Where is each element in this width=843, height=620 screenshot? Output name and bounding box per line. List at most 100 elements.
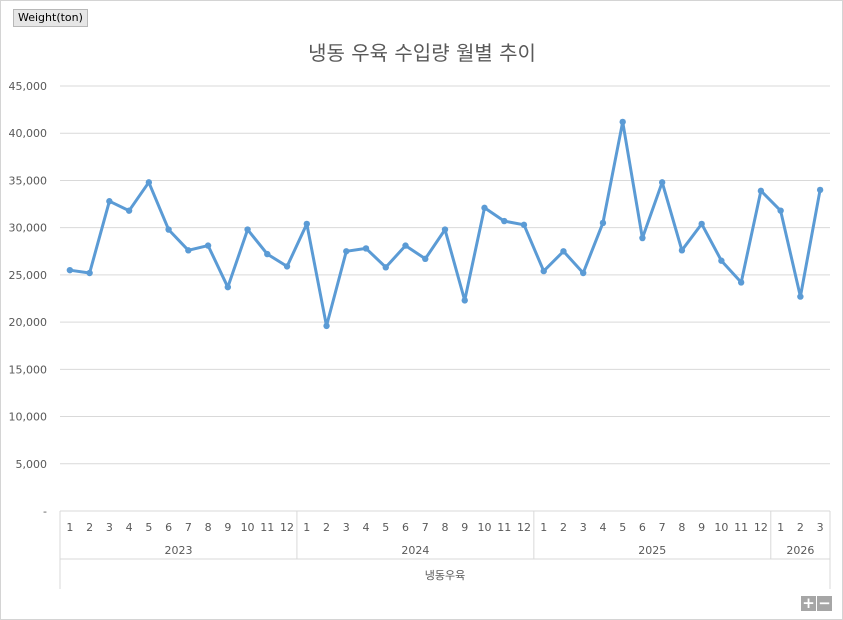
month-label: 9 <box>224 521 231 534</box>
month-label: 6 <box>639 521 646 534</box>
month-label: 11 <box>734 521 748 534</box>
y-tick-label: - <box>43 505 47 518</box>
data-point <box>580 269 587 277</box>
data-point <box>204 242 212 249</box>
month-label: 7 <box>659 521 666 534</box>
data-point <box>481 204 488 212</box>
month-label: 12 <box>517 521 531 534</box>
data-point <box>560 248 567 255</box>
collapse-minus-icon[interactable]: − <box>817 594 832 612</box>
month-label: 5 <box>145 521 152 534</box>
month-label: 2 <box>323 521 330 534</box>
data-point <box>698 220 705 228</box>
data-point <box>66 266 74 274</box>
y-tick-label: 15,000 <box>9 363 48 376</box>
data-point <box>165 226 172 233</box>
month-label: 6 <box>402 521 409 534</box>
data-point <box>718 257 725 264</box>
data-point <box>244 226 251 233</box>
y-tick-label: 5,000 <box>16 458 48 471</box>
data-point <box>185 247 192 254</box>
data-point <box>323 322 330 330</box>
month-label: 10 <box>714 521 728 534</box>
month-label: 12 <box>280 521 294 534</box>
data-point <box>757 187 765 195</box>
data-point <box>283 263 291 270</box>
data-point <box>362 245 370 252</box>
month-label: 11 <box>260 521 274 534</box>
y-tick-label: 30,000 <box>9 222 48 235</box>
series-line <box>68 120 822 328</box>
weight-field-button[interactable]: Weight(ton) <box>13 9 88 27</box>
data-point <box>678 247 686 254</box>
data-point <box>303 220 310 228</box>
year-label: 2023 <box>164 544 192 557</box>
month-label: 7 <box>185 521 192 534</box>
expand-plus-icon[interactable]: + <box>801 594 816 612</box>
month-label: 3 <box>343 521 350 534</box>
y-tick-label: 10,000 <box>9 411 48 424</box>
month-label: 1 <box>540 521 547 534</box>
data-point <box>422 255 429 263</box>
data-point <box>777 207 784 214</box>
year-label: 2024 <box>401 544 429 557</box>
data-point <box>402 242 409 249</box>
y-tick-label: 40,000 <box>9 127 48 140</box>
month-label: 6 <box>165 521 172 534</box>
data-point <box>461 297 468 304</box>
month-label: 5 <box>382 521 389 534</box>
data-point <box>619 118 626 126</box>
data-point <box>224 283 232 291</box>
data-point <box>441 226 449 233</box>
data-point <box>540 267 547 275</box>
data-point <box>264 250 271 258</box>
month-label: 4 <box>126 521 133 534</box>
data-point <box>145 179 153 186</box>
data-point <box>599 219 607 227</box>
data-point <box>658 179 666 186</box>
month-label: 8 <box>678 521 685 534</box>
month-label: 8 <box>205 521 212 534</box>
data-point <box>86 269 93 277</box>
month-label: 2 <box>560 521 567 534</box>
chart-title: 냉동 우육 수입량 월별 추이 <box>308 41 536 65</box>
month-label: 9 <box>461 521 468 534</box>
month-label: 1 <box>303 521 310 534</box>
month-label: 8 <box>442 521 449 534</box>
month-label: 4 <box>363 521 370 534</box>
month-label: 3 <box>106 521 113 534</box>
data-point <box>125 207 133 214</box>
month-label: 2 <box>86 521 93 534</box>
data-point <box>737 279 745 286</box>
data-point <box>639 234 646 242</box>
month-label: 10 <box>241 521 255 534</box>
month-label: 11 <box>497 521 511 534</box>
x-axis-group-label: 냉동우육 <box>425 569 465 582</box>
data-point <box>382 264 389 271</box>
month-label: 3 <box>817 521 824 534</box>
data-point <box>106 198 113 205</box>
year-label: 2025 <box>638 544 666 557</box>
y-tick-label: 45,000 <box>9 80 48 93</box>
data-point <box>520 221 528 229</box>
data-point <box>816 186 824 194</box>
year-label: 2026 <box>786 544 814 557</box>
month-label: 10 <box>477 521 491 534</box>
y-tick-label: 20,000 <box>9 316 48 329</box>
month-label: 9 <box>698 521 705 534</box>
data-point <box>501 217 508 225</box>
data-point <box>797 293 804 300</box>
month-label: 12 <box>754 521 768 534</box>
y-tick-label: 25,000 <box>9 269 48 282</box>
month-label: 1 <box>66 521 73 534</box>
month-label: 7 <box>422 521 429 534</box>
month-label: 2 <box>797 521 804 534</box>
y-tick-label: 35,000 <box>9 174 48 187</box>
month-label: 5 <box>619 521 626 534</box>
month-label: 4 <box>599 521 606 534</box>
data-point <box>343 248 350 255</box>
month-label: 3 <box>580 521 587 534</box>
month-label: 1 <box>777 521 784 534</box>
